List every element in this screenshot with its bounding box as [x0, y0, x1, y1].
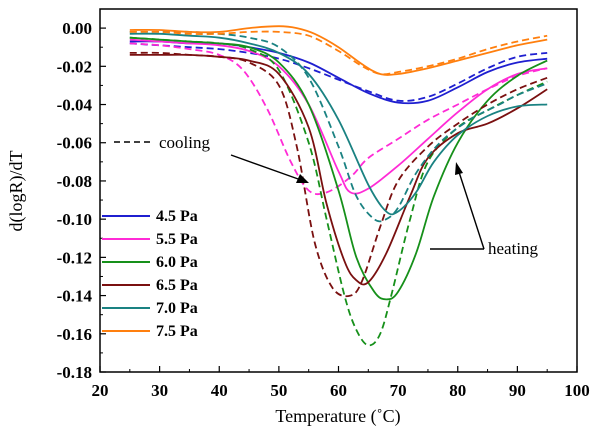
cooling-arrow-shaft — [230, 154, 302, 181]
x-tick-label: 40 — [211, 381, 228, 400]
x-tick-label: 70 — [390, 381, 407, 400]
cooling-line-6-0-pa — [129, 36, 548, 347]
heating-line-7-5-pa — [129, 25, 548, 76]
y-tick-label: -0.18 — [57, 363, 92, 382]
y-tick-label: -0.04 — [57, 96, 93, 115]
x-axis-title: Temperature (˚C) — [275, 406, 400, 427]
heating-annotation-label: heating — [488, 239, 539, 258]
heating-line-6-5-pa — [129, 53, 548, 286]
x-tick-label: 50 — [270, 381, 287, 400]
axis-ticks: 20 30 40 50 60 70 80 90 100 0.00 -0.02 -0.04 -0.06 -0… — [57, 19, 590, 400]
y-tick-label: -0.10 — [57, 210, 92, 229]
curves-layer — [129, 25, 548, 347]
y-axis-title: d(logR)/dT — [6, 151, 27, 232]
heating-line-7-0-pa — [129, 32, 548, 216]
y-tick-label: -0.08 — [57, 172, 92, 191]
legend: 4.5 Pa 5.5 Pa 6.0 Pa 6.5 Pa 7.0 Pa 7.5 Pa — [102, 208, 198, 340]
heating-arrow-head — [455, 162, 463, 175]
y-tick-label: -0.12 — [57, 248, 92, 267]
y-tick-label: -0.06 — [57, 134, 92, 153]
x-tick-label: 30 — [151, 381, 168, 400]
legend-label-6-0-pa: 6.0 Pa — [156, 254, 198, 271]
cooling-line-5-5-pa — [129, 42, 548, 196]
y-tick-label: 0.00 — [62, 19, 92, 38]
y-tick-label: -0.02 — [57, 57, 92, 76]
x-tick-label: 100 — [564, 381, 590, 400]
cooling-line-6-5-pa — [129, 51, 548, 298]
cooling-arrow-head — [296, 174, 309, 183]
heating-line-5-5-pa — [129, 38, 548, 195]
y-tick-label: -0.16 — [57, 325, 92, 344]
x-tick-label: 90 — [509, 381, 526, 400]
legend-label-7-5-pa: 7.5 Pa — [156, 323, 198, 340]
legend-label-5-5-pa: 5.5 Pa — [156, 231, 198, 248]
cooling-line-4-5-pa — [129, 42, 548, 102]
cooling-annotation-label: cooling — [159, 133, 210, 152]
x-tick-label: 80 — [449, 381, 466, 400]
cooling-line-7-0-pa — [129, 30, 548, 223]
legend-label-6-5-pa: 6.5 Pa — [156, 277, 198, 294]
y-tick-label: -0.14 — [57, 287, 93, 306]
x-tick-label: 20 — [92, 381, 109, 400]
legend-label-7-0-pa: 7.0 Pa — [156, 300, 198, 317]
legend-label-4-5-pa: 4.5 Pa — [156, 208, 198, 225]
heating-arrow-shaft-2 — [458, 171, 485, 250]
annotations: cooling heating — [114, 133, 539, 258]
x-tick-label: 60 — [330, 381, 347, 400]
cooling-line-7-5-pa — [129, 30, 548, 76]
